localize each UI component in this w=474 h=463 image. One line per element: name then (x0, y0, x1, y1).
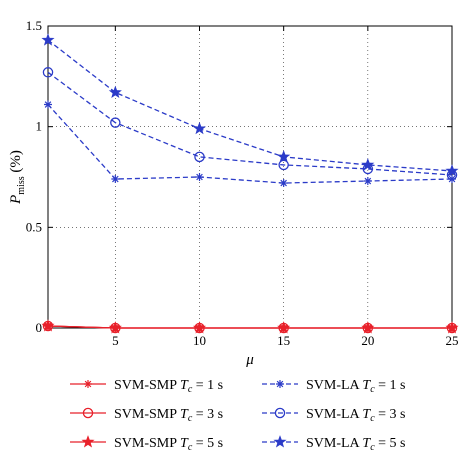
series-svm-smp-t-c-3-s (42, 320, 458, 334)
marker-circle (110, 117, 121, 128)
y-tick-label: 1 (36, 119, 43, 134)
marker-star (41, 319, 55, 332)
legend-entry: SVM-SMP Tc = 5 s (70, 435, 223, 453)
legend: SVM-SMP Tc = 1 s SVM-SMP Tc = 3 s SVM-SMP … (70, 378, 406, 453)
legend-label: SVM-SMP Tc = 5 s (114, 436, 223, 453)
marker-star (192, 121, 207, 135)
marker-star (108, 321, 122, 334)
legend-label: SVM-LA Tc = 3 s (306, 407, 406, 424)
series-svm-smp-t-c-1-s (44, 321, 456, 332)
axis-ticks: 5 10 15 20 25 0 0.5 1 1.5 (26, 18, 459, 348)
legend-entry: SVM-LA Tc = 5 s (262, 435, 406, 453)
marker-asterisk (195, 173, 204, 181)
series-line (47, 71, 453, 176)
y-tick-label: 1.5 (26, 18, 42, 33)
marker-circle (82, 407, 94, 419)
series-line (47, 325, 452, 329)
legend-entry: SVM-LA Tc = 3 s (262, 407, 406, 424)
series-line (47, 104, 453, 184)
marker-circle (194, 151, 205, 163)
y-tick-label: 0.5 (26, 219, 42, 234)
legend-entry: SVM-LA Tc = 1 s (262, 378, 406, 395)
series-svm-la-t-c-5-s (41, 33, 459, 177)
series-line (47, 39, 453, 172)
marker-asterisk (276, 380, 284, 388)
series-svm-la-t-c-1-s (44, 100, 456, 188)
grid (48, 26, 452, 328)
marker-circle (278, 159, 289, 171)
x-tick-label: 5 (112, 333, 119, 348)
x-tick-label: 15 (277, 333, 290, 348)
marker-star (108, 85, 122, 98)
plot-area-frame (47, 25, 453, 329)
legend-label: SVM-LA Tc = 1 s (306, 378, 406, 395)
legend-label: SVM-SMP Tc = 1 s (114, 378, 223, 395)
marker-star (41, 33, 55, 46)
y-axis-label: Pmiss (%) (8, 150, 27, 205)
marker-asterisk (111, 175, 120, 184)
marker-star (192, 321, 207, 334)
marker-star (273, 435, 287, 448)
marker-star (445, 164, 459, 177)
marker-asterisk (44, 100, 52, 109)
marker-asterisk (279, 179, 288, 188)
y-tick-label: 0 (36, 320, 43, 335)
x-tick-label: 10 (193, 333, 206, 348)
legend-entry: SVM-SMP Tc = 3 s (70, 407, 223, 424)
x-tick-label: 25 (446, 333, 459, 348)
series-layer (41, 33, 459, 334)
marker-star (81, 435, 95, 448)
marker-asterisk (84, 380, 92, 388)
marker-asterisk (363, 177, 372, 186)
marker-star (361, 321, 375, 334)
marker-star (445, 321, 459, 334)
legend-label: SVM-SMP Tc = 3 s (114, 407, 223, 424)
x-axis-label: μ (245, 352, 254, 368)
x-tick-label: 20 (361, 333, 374, 348)
marker-circle (42, 67, 54, 78)
marker-star (277, 321, 291, 334)
marker-star (277, 150, 291, 163)
legend-entry: SVM-SMP Tc = 1 s (70, 378, 223, 395)
axis-labels: μ Pmiss (%) (8, 150, 254, 368)
marker-star (361, 158, 375, 171)
marker-circle (274, 407, 286, 419)
legend-label: SVM-LA Tc = 5 s (306, 436, 406, 453)
series-svm-smp-t-c-5-s (41, 319, 459, 334)
